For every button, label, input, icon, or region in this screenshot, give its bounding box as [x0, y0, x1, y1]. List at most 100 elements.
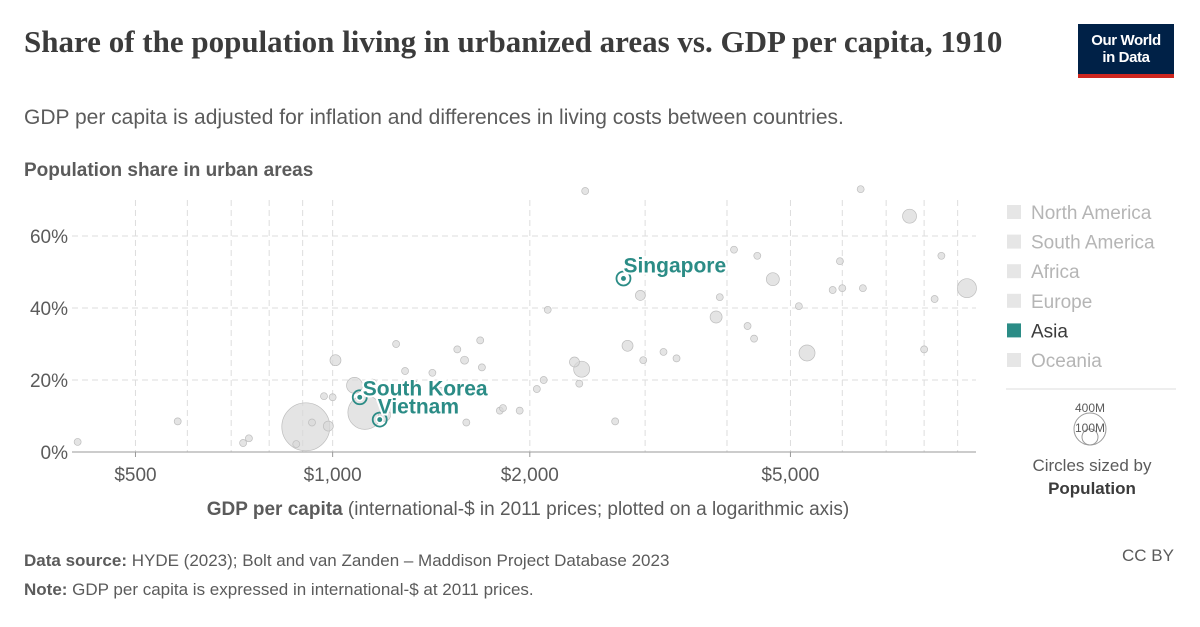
- data-point: [635, 290, 646, 301]
- size-legend-caption: Circles sized by Population: [1016, 454, 1168, 500]
- size-legend-circle-small: [1081, 428, 1099, 446]
- legend-label: Africa: [1031, 262, 1080, 283]
- highlight-point: [375, 415, 384, 424]
- data-point: [173, 417, 182, 426]
- data-point: [611, 417, 620, 426]
- note-label: Note:: [24, 580, 68, 599]
- bubble-layer: [73, 185, 977, 452]
- highlight-layer: [351, 270, 632, 428]
- data-point: [385, 400, 398, 414]
- owid-logo[interactable]: Our World in Data: [1078, 24, 1174, 78]
- logo-line-2: in Data: [1102, 49, 1150, 66]
- legend-swatch: [1007, 353, 1021, 367]
- data-point: [436, 386, 445, 395]
- data-point: [581, 187, 590, 195]
- y-tick-label: 20%: [30, 371, 68, 392]
- note-text: GDP per capita is expressed in internati…: [67, 580, 534, 599]
- data-point: [902, 208, 917, 224]
- data-point: [239, 439, 247, 447]
- data-point: [308, 418, 316, 427]
- data-point: [920, 345, 928, 354]
- x-axis-title-rest: (international-$ in 2011 prices; plotted…: [343, 499, 850, 520]
- data-point: [798, 344, 816, 362]
- data-point: [409, 379, 418, 388]
- data-point: [401, 367, 409, 375]
- legend: North America South America Africa Europe As…: [1007, 203, 1155, 372]
- legend-swatch: [1007, 234, 1021, 249]
- y-tick-label: 0%: [41, 443, 69, 464]
- x-tick-label: $2,000: [501, 465, 559, 486]
- y-tick-label: 40%: [30, 299, 68, 320]
- data-point: [765, 272, 780, 287]
- legend-label: Oceania: [1031, 351, 1102, 372]
- scatter-chart: Population share in urban areas 0% 20% 40%…: [24, 160, 1176, 520]
- legend-label: Europe: [1031, 292, 1092, 313]
- size-legend-large-label: 400M: [1075, 401, 1105, 415]
- highlight-label: South Korea: [363, 377, 488, 400]
- data-point: [672, 354, 681, 363]
- logo-line-1: Our World: [1091, 32, 1161, 49]
- data-source-label: Data source:: [24, 551, 127, 570]
- data-point: [659, 348, 668, 356]
- data-point: [428, 368, 437, 377]
- data-point: [539, 376, 548, 384]
- data-point: [73, 438, 82, 446]
- legend-swatch: [1007, 323, 1021, 338]
- x-tick-label: $5,000: [761, 465, 819, 486]
- data-point: [478, 363, 486, 372]
- data-point: [367, 378, 378, 389]
- chart-title: Share of the population living in urbani…: [24, 24, 1003, 59]
- data-point: [715, 293, 724, 302]
- y-axis-title: Population share in urban areas: [24, 160, 313, 181]
- data-point: [856, 185, 865, 194]
- data-point: [957, 278, 977, 299]
- x-tick-label: $500: [114, 465, 156, 486]
- data-point: [292, 440, 301, 448]
- data-point: [245, 434, 253, 443]
- legend-label: North America: [1031, 203, 1152, 224]
- data-point: [532, 385, 541, 393]
- data-source-line: Data source: HYDE (2023); Bolt and van Z…: [24, 546, 1174, 575]
- highlight-point: [355, 393, 364, 402]
- data-point: [329, 354, 342, 367]
- legend-swatch: [1007, 264, 1021, 279]
- footer: Data source: HYDE (2023); Bolt and van Z…: [24, 546, 1174, 604]
- data-point: [730, 245, 738, 254]
- data-point: [750, 334, 758, 343]
- data-point: [392, 340, 400, 348]
- legend-swatch: [1007, 293, 1021, 308]
- data-point: [328, 393, 337, 402]
- data-point: [930, 295, 939, 303]
- grid-layer: 0% 20% 40% 60% $500 $1,000 $2,000 $5,000: [30, 200, 976, 486]
- size-legend: 400M 100M: [1073, 401, 1107, 446]
- data-point: [639, 356, 648, 365]
- highlight-ring: [615, 270, 632, 287]
- data-point: [460, 355, 469, 365]
- note-line: Note: GDP per capita is expressed in int…: [24, 575, 1174, 604]
- size-caption-line-1: Circles sized by: [1032, 456, 1152, 475]
- data-point: [836, 257, 844, 266]
- highlight-label: Singapore: [623, 254, 726, 277]
- data-point: [469, 388, 478, 397]
- data-point: [575, 379, 584, 388]
- x-axis-title-bold: GDP per capita: [207, 499, 343, 520]
- data-point: [621, 339, 634, 352]
- data-point: [543, 305, 552, 314]
- data-source-text: HYDE (2023); Bolt and van Zanden – Maddi…: [126, 551, 670, 570]
- license-link[interactable]: CC BY: [1122, 546, 1174, 565]
- data-point: [859, 284, 867, 293]
- data-point: [753, 251, 762, 260]
- x-tick-label: $1,000: [304, 465, 362, 486]
- data-point: [499, 404, 507, 412]
- data-point: [937, 251, 946, 260]
- data-point: [709, 310, 723, 324]
- y-tick-label: 60%: [30, 227, 68, 248]
- chart-subtitle: GDP per capita is adjusted for inflation…: [24, 106, 844, 129]
- data-point: [828, 286, 837, 294]
- data-point: [795, 302, 803, 311]
- highlight-ring: [351, 389, 368, 406]
- highlight-ring: [371, 411, 388, 428]
- x-axis-title: GDP per capita (international-$ in 2011 …: [207, 499, 849, 520]
- data-point: [453, 345, 462, 354]
